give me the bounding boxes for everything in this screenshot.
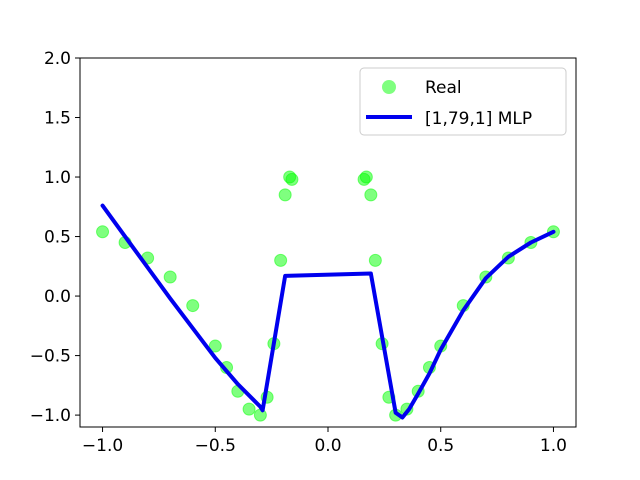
x-tick-label: 0.5 [427, 436, 454, 456]
real-data-point [364, 188, 378, 202]
real-data-point [96, 225, 110, 239]
x-tick-label: 1.0 [540, 436, 567, 456]
y-tick-label: 0.5 [44, 228, 71, 248]
mlp-series-line [100, 203, 556, 420]
real-data-point [253, 408, 267, 422]
legend: Real [1,79,1] MLP [359, 67, 567, 136]
legend-label-mlp: [1,79,1] MLP [425, 109, 532, 129]
y-tick-label: −0.5 [30, 347, 71, 367]
real-data-point [285, 172, 299, 186]
y-axis: −1.0 −0.5 0.0 0.5 1.0 1.5 2.0 [30, 49, 80, 426]
legend-label-real: Real [425, 78, 462, 98]
x-tick-label: −1.0 [82, 436, 123, 456]
x-tick-label: −0.5 [195, 436, 236, 456]
legend-scatter-marker [382, 80, 396, 94]
real-data-point [359, 170, 373, 184]
real-data-point [274, 253, 288, 267]
y-tick-label: 0.0 [44, 287, 71, 307]
real-data-point [278, 188, 292, 202]
y-tick-label: −1.0 [30, 406, 71, 426]
real-data-point [186, 299, 200, 313]
scatter-layer [96, 170, 560, 422]
y-tick-label: 1.0 [44, 168, 71, 188]
real-data-point [368, 253, 382, 267]
y-tick-label: 2.0 [44, 49, 71, 69]
real-data-point [163, 270, 177, 284]
real-data-point [208, 339, 222, 353]
real-data-point [242, 402, 256, 416]
x-axis: −1.0 −0.5 0.0 0.5 1.0 [82, 427, 567, 456]
y-tick-label: 1.5 [44, 109, 71, 129]
line-layer [100, 203, 556, 420]
x-tick-label: 0.0 [314, 436, 341, 456]
